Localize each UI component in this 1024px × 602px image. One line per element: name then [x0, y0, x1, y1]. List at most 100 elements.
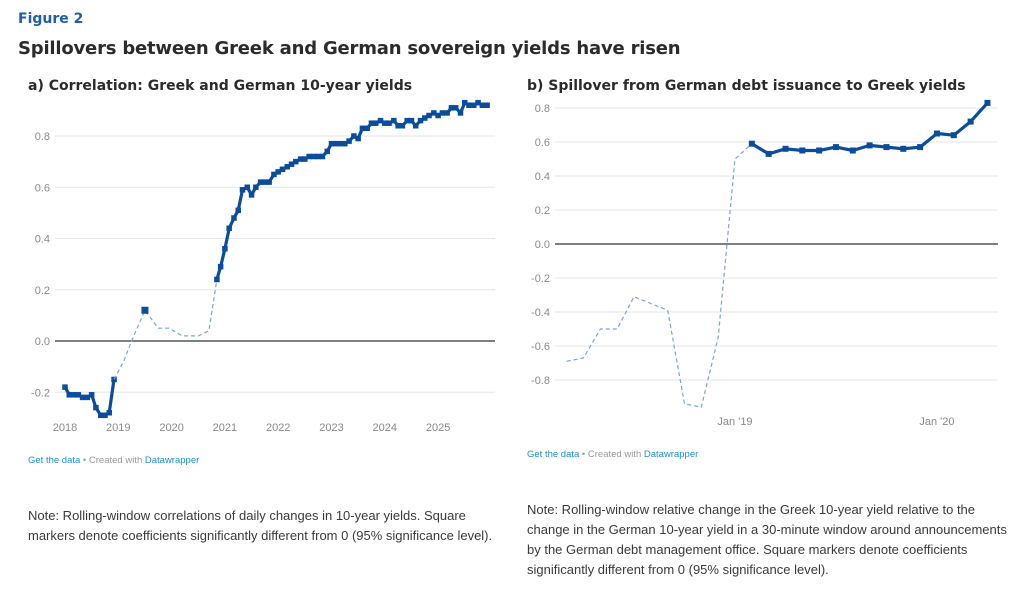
x-tick-label: 2021: [213, 422, 237, 434]
square-marker: [266, 179, 272, 185]
y-tick-label: -0.8: [531, 375, 550, 387]
square-marker: [395, 123, 401, 129]
square-marker: [439, 110, 446, 116]
square-marker: [765, 150, 772, 157]
get-data-link[interactable]: Get the data: [527, 449, 580, 460]
square-marker: [248, 192, 255, 198]
square-marker: [328, 140, 335, 147]
square-marker: [62, 384, 68, 390]
square-marker: [141, 306, 149, 314]
square-marker: [297, 156, 304, 162]
y-tick-label: 0.4: [535, 171, 550, 183]
square-marker: [479, 102, 486, 108]
panel-a-title: a) Correlation: Greek and German 10-year…: [28, 78, 413, 94]
square-marker: [782, 145, 789, 152]
square-marker: [346, 138, 352, 144]
square-marker: [66, 392, 73, 398]
y-tick-label: -0.6: [531, 341, 550, 353]
square-marker: [422, 115, 428, 121]
square-marker: [408, 117, 415, 124]
square-marker: [967, 118, 974, 125]
square-marker: [372, 120, 379, 126]
y-tick-label: 0.0: [35, 336, 50, 348]
square-marker: [412, 123, 419, 129]
square-marker: [97, 412, 104, 419]
chart-b: -0.8 -0.6 -0.4 -0.2 0.0 0.2 0.4 0.6 0.8 Jan '19 Ja…: [531, 99, 998, 428]
square-marker: [391, 117, 397, 124]
square-marker: [359, 125, 366, 132]
chart-a: -0.2 0.0 0.2 0.4 0.6 0.8 2018 2019 2020 2021 2022 2…: [31, 99, 495, 434]
square-marker: [239, 187, 246, 193]
square-marker: [435, 112, 441, 119]
square-marker: [917, 144, 924, 151]
square-marker: [319, 153, 326, 160]
square-marker: [311, 153, 317, 160]
square-marker: [93, 404, 99, 411]
square-marker: [448, 105, 455, 111]
square-marker: [306, 153, 312, 160]
square-marker: [950, 132, 957, 139]
square-marker: [799, 147, 806, 154]
square-marker: [816, 147, 823, 154]
dashed-series-line: [113, 279, 218, 380]
square-marker: [900, 145, 907, 152]
square-marker: [351, 133, 357, 139]
footer-a: Get the data • Created with Datawrapper: [28, 455, 199, 466]
square-marker: [279, 166, 286, 173]
square-marker: [866, 142, 873, 149]
square-marker: [257, 179, 264, 185]
square-marker: [231, 215, 237, 221]
square-marker: [431, 110, 437, 116]
square-marker: [984, 99, 991, 106]
x-tick-label: Jan '20: [919, 416, 954, 428]
square-marker: [462, 99, 468, 106]
square-marker: [457, 110, 464, 116]
figure-label: Figure 2: [18, 11, 84, 27]
square-marker: [284, 164, 291, 170]
square-marker: [84, 394, 91, 401]
square-marker: [748, 140, 755, 147]
x-tick-label: 2022: [266, 422, 290, 434]
square-marker: [217, 263, 224, 270]
square-marker: [382, 120, 388, 126]
get-data-link[interactable]: Get the data: [28, 455, 81, 466]
square-marker: [75, 392, 82, 398]
footer-separator: • Created with: [579, 449, 644, 460]
square-marker: [368, 120, 375, 126]
square-marker: [214, 276, 220, 283]
datawrapper-link[interactable]: Datawrapper: [643, 449, 699, 460]
datawrapper-link[interactable]: Datawrapper: [144, 455, 200, 466]
square-marker: [88, 392, 95, 398]
square-marker: [79, 394, 86, 401]
square-marker: [475, 99, 481, 106]
y-tick-label: 0.8: [35, 131, 50, 143]
panel-b-title: b) Spillover from German debt issuance t…: [527, 78, 966, 94]
square-marker: [417, 117, 424, 124]
square-marker: [244, 184, 251, 190]
y-tick-label: -0.2: [31, 387, 50, 399]
note-a: Note: Rolling-window correlations of dai…: [28, 508, 493, 543]
x-tick-label: 2025: [426, 422, 450, 434]
footer-b: Get the data • Created with Datawrapper: [527, 449, 698, 460]
square-marker: [342, 140, 348, 147]
square-marker: [235, 207, 241, 214]
square-marker: [883, 144, 890, 151]
square-marker: [399, 123, 406, 129]
x-tick-label: 2023: [319, 422, 343, 434]
square-marker: [324, 148, 330, 155]
note-b: Note: Rolling-window relative change in …: [527, 502, 1007, 577]
y-tick-label: 0.4: [35, 234, 50, 246]
dashed-series-line: [566, 143, 753, 408]
square-marker: [111, 376, 117, 383]
y-tick-label: -0.2: [531, 273, 550, 285]
square-marker: [426, 112, 432, 119]
y-tick-label: 0.6: [535, 137, 550, 149]
square-marker: [293, 158, 299, 165]
figure-title: Spillovers between Greek and German sove…: [18, 38, 681, 59]
square-marker: [404, 117, 410, 124]
square-marker: [849, 147, 856, 154]
square-marker: [386, 120, 392, 126]
square-marker: [466, 102, 472, 108]
square-marker: [253, 184, 259, 190]
x-tick-label: 2019: [106, 422, 130, 434]
